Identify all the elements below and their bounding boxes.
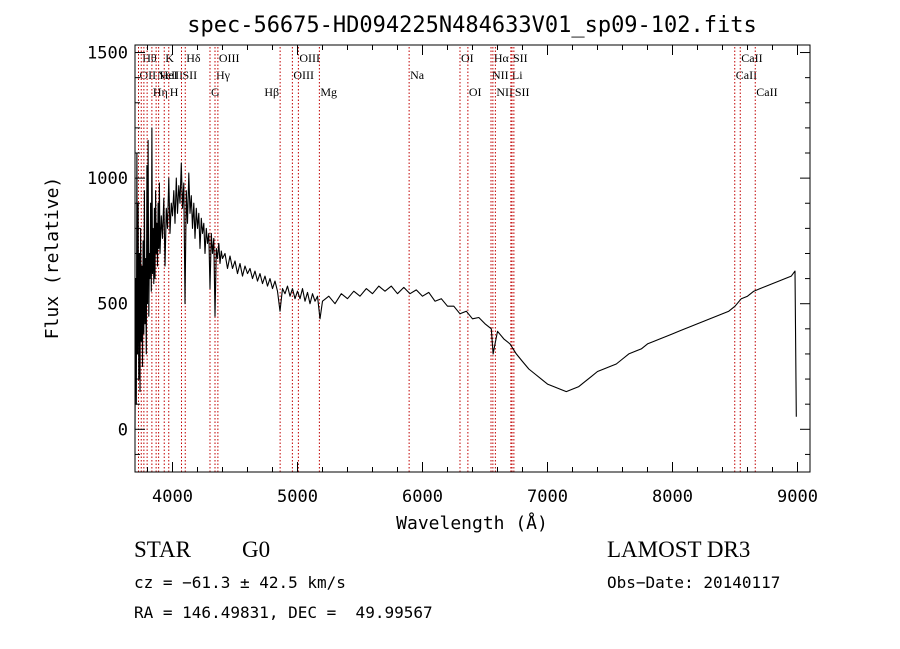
survey-name: LAMOST DR3 bbox=[607, 537, 751, 562]
redshift-value: cz = −61.3 ± 42.5 km/s bbox=[134, 573, 346, 592]
line-marker-label: OIII bbox=[219, 51, 240, 65]
line-marker-label: Li bbox=[512, 68, 523, 82]
line-marker-label: OIII bbox=[293, 68, 314, 82]
line-marker-label: H bbox=[170, 85, 179, 99]
line-marker-label: CaII bbox=[741, 51, 762, 65]
flux-series bbox=[134, 127, 797, 430]
y-tick-label: 500 bbox=[97, 295, 128, 315]
object-class: STAR bbox=[134, 537, 191, 562]
y-axis-label: Flux (relative) bbox=[42, 177, 63, 340]
line-marker-label: OIII bbox=[299, 51, 320, 65]
line-marker-label: Hδ bbox=[186, 51, 201, 65]
line-marker-label: NII bbox=[492, 68, 509, 82]
line-marker-label: OII bbox=[140, 68, 157, 82]
plot-frame bbox=[134, 44, 811, 473]
line-marker-label: Mg bbox=[320, 85, 337, 99]
spectrum-line bbox=[134, 127, 797, 430]
line-marker-label: Hγ bbox=[216, 68, 231, 82]
line-marker-label: CaII bbox=[736, 68, 757, 82]
line-marker-label: Hβ bbox=[264, 85, 279, 99]
x-tick-label: 8000 bbox=[652, 487, 693, 507]
line-marker-label: Na bbox=[410, 68, 425, 82]
line-marker-label: Hα bbox=[494, 51, 510, 65]
line-marker-label: CaII bbox=[756, 85, 777, 99]
line-marker-label: G bbox=[211, 85, 220, 99]
axes: 4000 5000 6000 7000 8000 9000 0 500 1000 1500 bbox=[87, 44, 818, 507]
x-tick-label: 6000 bbox=[402, 487, 443, 507]
x-tick-label: 4000 bbox=[152, 487, 193, 507]
object-subclass: G0 bbox=[242, 537, 271, 562]
y-tick-label: 1000 bbox=[87, 169, 128, 189]
line-marker-label: Hη bbox=[153, 85, 168, 99]
emission-line-markers: OIIHθHηNeIIIHeIKHSIIHδGHγOIIIHβOIIIOIIIM… bbox=[138, 47, 778, 472]
line-marker-label: SII bbox=[513, 51, 528, 65]
x-tick-label: 5000 bbox=[277, 487, 318, 507]
observation-date: Obs−Date: 20140117 bbox=[607, 573, 781, 592]
line-marker-label: NeIII bbox=[157, 68, 183, 82]
x-axis-label: Wavelength (Å) bbox=[396, 512, 548, 534]
line-marker-label: OI bbox=[469, 85, 482, 99]
line-marker-label: OI bbox=[461, 51, 474, 65]
line-marker-label: Hθ bbox=[142, 51, 157, 65]
y-tick-label: 1500 bbox=[87, 44, 128, 64]
line-marker-label: SII bbox=[183, 68, 198, 82]
line-marker-label: NII bbox=[496, 85, 513, 99]
x-tick-label: 9000 bbox=[777, 487, 818, 507]
chart-title: spec-56675-HD094225N484633V01_sp09-102.f… bbox=[187, 13, 757, 38]
x-tick-label: 7000 bbox=[527, 487, 568, 507]
coordinates: RA = 146.49831, DEC = 49.99567 bbox=[134, 603, 433, 622]
line-marker-label: K bbox=[165, 51, 174, 65]
y-tick-label: 0 bbox=[118, 420, 128, 440]
line-marker-label: SII bbox=[515, 85, 530, 99]
